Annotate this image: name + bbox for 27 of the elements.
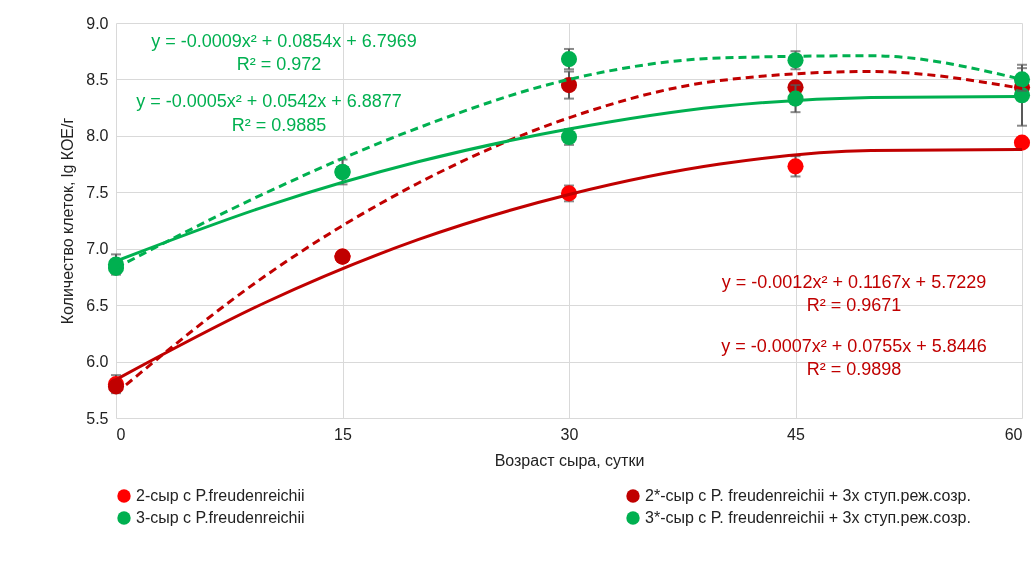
y-tick-label: 7.5	[86, 183, 109, 201]
annotation: R² = 0.9898	[806, 359, 902, 379]
annotation: R² = 0.9671	[806, 295, 902, 315]
annotation: y = -0.0009x² + 0.0854x + 6.7969	[151, 31, 417, 51]
legend-label: 3*-сыр с P. freudenreichii + 3х ступ.реж.созр.	[645, 509, 971, 526]
y-tick-label: 6.0	[86, 353, 109, 371]
legend-label: 2-сыр с P.freudenreichii	[136, 487, 305, 504]
x-tick-label: 45	[787, 425, 805, 443]
x-axis-title: Возраст сыра, сутки	[494, 451, 645, 469]
annotation: y = -0.0007x² + 0.0755x + 5.8446	[721, 336, 987, 356]
x-tick-label: 60	[1004, 425, 1023, 443]
annotation: R² = 0.9885	[231, 115, 327, 135]
x-tick-label: 15	[334, 425, 352, 443]
y-tick-label: 6.5	[86, 296, 109, 314]
y-tick-label: 7.0	[86, 240, 109, 258]
y-tick-label: 8.5	[86, 70, 109, 88]
legend-label: 2*-сыр с P. freudenreichii + 3х ступ.реж.созр.	[645, 487, 971, 504]
y-tick-label: 8.0	[86, 127, 109, 145]
x-tick-label: 0	[116, 425, 126, 443]
y-tick-label: 9.0	[86, 14, 109, 32]
annotation: R² = 0.972	[236, 54, 322, 74]
annotation: y = -0.0005x² + 0.0542x + 6.8877	[136, 91, 402, 111]
x-tick-label: 30	[560, 425, 579, 443]
legend-label: 3-сыр с P.freudenreichii	[136, 509, 305, 526]
y-tick-label: 5.5	[86, 409, 109, 427]
y-axis-title: Количество клеток, lg КОЕ/г	[59, 117, 77, 325]
annotation: y = -0.0012x² + 0.1167x + 5.7229	[721, 272, 987, 292]
